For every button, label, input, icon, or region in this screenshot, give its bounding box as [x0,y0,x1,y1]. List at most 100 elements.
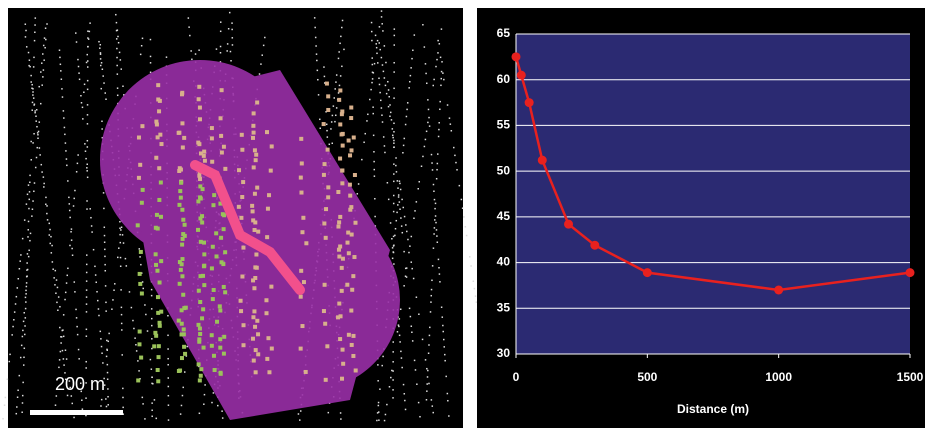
dot [101,136,104,139]
dot [87,30,89,32]
dot [105,310,107,312]
event [337,220,342,225]
dot [428,116,430,119]
event [200,214,205,219]
dot [431,279,433,282]
dot [68,209,71,212]
dot [409,315,412,318]
dot [376,419,378,422]
dot [86,123,89,125]
dot [64,349,67,351]
dot [415,296,418,298]
event [201,307,206,312]
event [197,339,202,344]
dot [326,136,329,138]
dot [180,404,183,407]
dot [442,72,444,74]
point [642,268,652,278]
dot [116,29,119,31]
event [337,97,342,102]
dot [426,390,428,392]
dot [106,371,109,374]
event [180,274,185,279]
dot [420,165,423,167]
dot [24,333,26,336]
dot [297,413,300,415]
dot [120,289,122,291]
dot [339,412,342,414]
dot [26,268,29,271]
event [181,327,186,332]
event [265,356,270,361]
dot [51,244,53,247]
event [255,100,260,105]
dot [387,198,390,201]
dot [37,134,39,136]
dot [437,258,440,261]
event [218,116,223,121]
dot [86,254,88,256]
dot [118,51,121,54]
dot [402,206,405,209]
dot [468,256,471,258]
dot [191,58,193,61]
dot [393,97,395,99]
dot [25,293,27,295]
dot [99,58,102,60]
dot [335,74,338,76]
dot [104,263,106,266]
event [351,333,356,338]
dot [31,83,33,86]
dot [74,189,76,192]
event [252,309,257,314]
dot [38,121,41,123]
event [241,245,246,250]
dot [456,169,458,171]
dot [185,355,188,357]
dot [27,51,30,54]
dot [448,117,451,119]
dot [50,235,52,238]
event [303,369,308,374]
event [176,318,181,323]
dot [438,122,440,124]
dot [121,329,123,331]
dot [65,282,68,284]
dot [339,42,341,45]
dot [258,73,261,75]
dot [167,404,170,406]
dot [32,94,34,96]
dot [334,114,337,117]
dot [106,349,109,351]
event [221,284,226,289]
y-tick-label: 30 [497,346,511,360]
dot [149,358,152,361]
dot [340,418,342,420]
dot [151,347,153,350]
dot [319,118,321,121]
x-tick-label: 1500 [897,370,924,384]
event [347,182,352,187]
dot [111,308,113,310]
x-tick-label: 1000 [765,370,792,384]
dot [437,39,439,42]
event [218,370,223,375]
dot [399,308,402,311]
dot [361,158,363,161]
dot [120,68,123,70]
dot [389,111,392,114]
dot [315,45,317,47]
dot [399,208,401,210]
event [256,352,261,357]
dot [371,81,373,84]
dot [472,280,475,283]
dot [375,43,377,45]
event [321,122,326,127]
dot [22,329,24,332]
dot [444,359,446,362]
dot [75,171,78,173]
event [154,262,159,267]
event [214,254,219,259]
y-tick-label: 55 [497,118,511,132]
dot [231,44,234,46]
